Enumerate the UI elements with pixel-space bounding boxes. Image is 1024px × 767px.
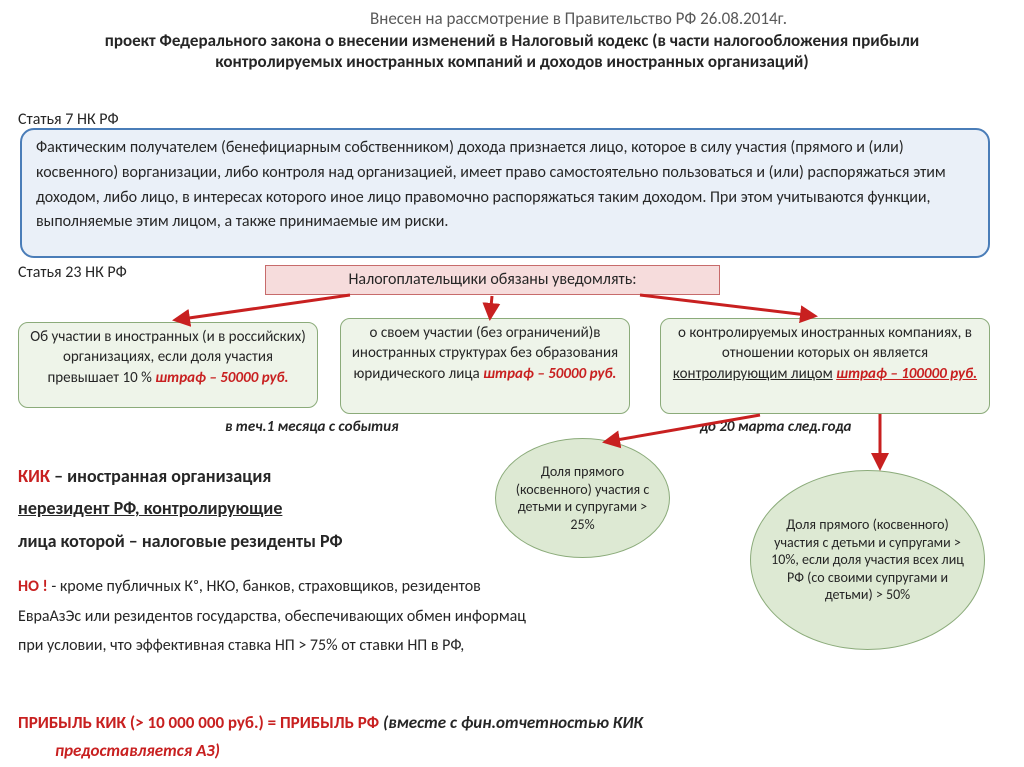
- no-text2: ЕвраАзЭс или резидентов государства, обе…: [18, 602, 738, 632]
- profit-equation: ПРИБЫЛЬ КИК (> 10 000 000 руб.) = ПРИБЫЛ…: [18, 712, 1008, 733]
- header-title: проект Федерального закона о внесении из…: [80, 30, 944, 73]
- notify-box-3-role: контролирующим лицом: [673, 365, 833, 383]
- notify-box-3: о контролируемых иностранных компаниях, …: [660, 318, 990, 414]
- deadline-note-left: в теч.1 месяца с события: [225, 418, 399, 436]
- article7-definition-box: Фактическим получателем (бенефициарным с…: [20, 128, 990, 258]
- no-text3: при условии, что эффективная ставка НП >…: [18, 631, 738, 661]
- notify-box-3-text: о контролируемых иностранных компаниях, …: [678, 324, 972, 362]
- article7-label: Статья 7 НК РФ: [18, 110, 119, 129]
- no-label: НО !: [18, 577, 48, 596]
- ellipse-share-10-text: Доля прямого (косвенного) участия с деть…: [765, 516, 970, 604]
- profit-tail: предоставляется АЗ): [55, 740, 220, 761]
- deadline-note-right: до 20 марта след.года: [700, 418, 851, 436]
- kik-line2: нерезидент РФ, контролирующие: [18, 497, 282, 519]
- kik-line3: лица которой – налоговые резиденты РФ: [18, 525, 658, 557]
- profit-right: (вместе с фин.отчетностью КИК: [383, 712, 643, 733]
- notify-box-1-fine: штраф – 50000 руб.: [155, 369, 288, 387]
- header-submitted: Внесен на рассмотрение в Правительство Р…: [370, 8, 1004, 29]
- kik-definition: КИК – иностранная организация нерезидент…: [18, 460, 658, 557]
- taxpayers-notify-box: Налогоплательщики обязаны уведомлять:: [265, 265, 720, 295]
- notify-box-2: о своем участии (без ограничений)в иност…: [340, 318, 630, 414]
- kik-label: КИК: [18, 465, 50, 487]
- article23-label: Статья 23 НК РФ: [18, 263, 127, 282]
- profit-left: ПРИБЫЛЬ КИК (> 10 000 000 руб.) = ПРИБЫЛ…: [18, 712, 383, 733]
- notify-box-2-fine: штраф – 50000 руб.: [483, 365, 616, 383]
- exceptions-block: НО ! - кроме публичных Кᵒ, НКО, банков, …: [18, 572, 738, 661]
- no-text1: - кроме публичных Кᵒ, НКО, банков, страх…: [48, 577, 481, 596]
- kik-line1: – иностранная организация: [50, 465, 271, 487]
- notify-box-1: Об участии в иностранных (и в российских…: [18, 322, 318, 408]
- ellipse-share-10: Доля прямого (косвенного) участия с деть…: [750, 470, 985, 650]
- notify-box-3-fine: штраф – 100000 руб.: [836, 365, 977, 383]
